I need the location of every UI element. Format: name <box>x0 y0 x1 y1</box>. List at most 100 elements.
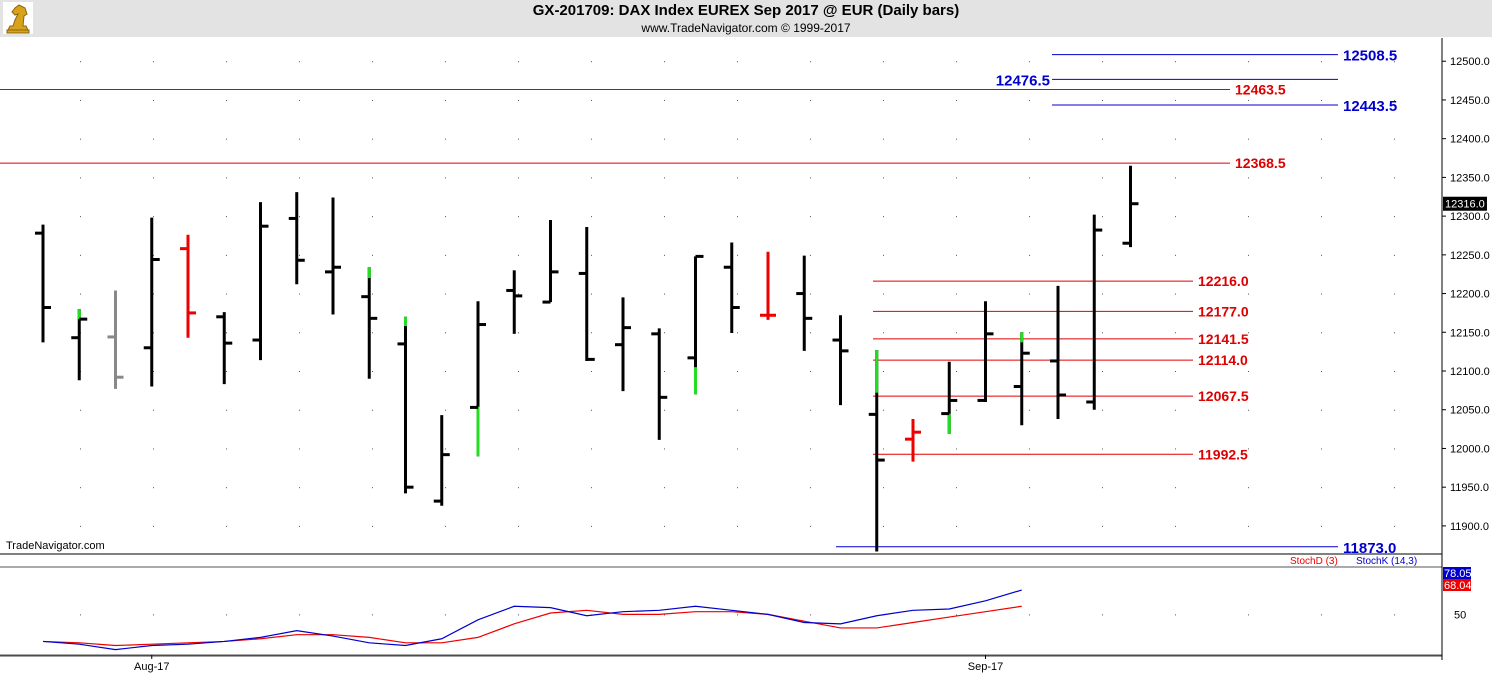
grid-dot <box>1394 371 1395 373</box>
grid-dot <box>591 293 592 295</box>
y-tick-label: 12300.0 <box>1450 211 1490 223</box>
y-tick-label: 12400.0 <box>1450 134 1490 146</box>
grid-dot <box>1102 448 1103 450</box>
grid-dot <box>1102 293 1103 295</box>
grid-dot <box>1248 177 1249 179</box>
grid-dot <box>80 216 81 218</box>
grid-dot <box>1029 371 1030 373</box>
grid-dot <box>1175 614 1176 616</box>
grid-dot <box>80 177 81 179</box>
grid-dot <box>1102 371 1103 373</box>
grid-dot <box>1175 409 1176 411</box>
stoch-series-line <box>42 589 1022 651</box>
grid-dot <box>1394 177 1395 179</box>
grid-dot <box>664 99 665 101</box>
ohlc-bar <box>977 301 994 402</box>
grid-dot <box>1321 216 1322 218</box>
chart-subtitle: www.TradeNavigator.com © 1999-2017 <box>641 21 851 35</box>
grid-dot <box>1248 409 1249 411</box>
x-tick-label: Sep-17 <box>968 661 1003 673</box>
grid-dot <box>372 293 373 295</box>
level-label: 12443.5 <box>1343 98 1397 115</box>
grid-dot <box>445 293 446 295</box>
grid-dot <box>956 487 957 489</box>
grid-dot <box>1248 487 1249 489</box>
grid-dot <box>445 216 446 218</box>
grid-dot <box>1321 448 1322 450</box>
grid-dot <box>664 138 665 140</box>
grid-dot <box>810 216 811 218</box>
grid-dot <box>1102 525 1103 527</box>
grid-dot <box>226 614 227 616</box>
grid-dot <box>299 409 300 411</box>
grid-dot <box>883 409 884 411</box>
ohlc-bar <box>905 419 921 462</box>
grid-dot <box>1102 177 1103 179</box>
grid-dot <box>518 99 519 101</box>
grid-dot <box>737 254 738 256</box>
grid-dot <box>372 525 373 527</box>
grid-dot <box>1394 448 1395 450</box>
grid-dot <box>1248 448 1249 450</box>
grid-dot <box>956 525 957 527</box>
ohlc-bar <box>288 192 305 285</box>
grid-dot <box>445 177 446 179</box>
grid-dot <box>445 487 446 489</box>
grid-dot <box>1248 216 1249 218</box>
y-tick-label: 12150.0 <box>1450 327 1490 339</box>
ohlc-bar <box>578 226 595 361</box>
grid-dot <box>1248 138 1249 140</box>
grid-dot <box>226 177 227 179</box>
ohlc-bar <box>325 197 341 315</box>
grid-dot <box>299 525 300 527</box>
grid-dot <box>1321 254 1322 256</box>
grid-dot <box>1321 332 1322 334</box>
grid-dot <box>518 332 519 334</box>
grid-dot <box>591 177 592 179</box>
grid-dot <box>664 409 665 411</box>
grid-dot <box>226 525 227 527</box>
grid-dot <box>810 448 811 450</box>
grid-dot <box>226 332 227 334</box>
stoch-d-legend: StochD (3) <box>1290 556 1338 567</box>
grid-dot <box>518 614 519 616</box>
grid-dot <box>445 99 446 101</box>
grid-dot <box>518 409 519 411</box>
grid-dot <box>1102 254 1103 256</box>
ohlc-bar <box>216 312 233 385</box>
grid-dot <box>1102 99 1103 101</box>
grid-dot <box>664 487 665 489</box>
grid-dot <box>956 138 957 140</box>
grid-dot <box>737 293 738 295</box>
grid-dot <box>810 61 811 63</box>
grid-dot <box>153 293 154 295</box>
grid-dot <box>664 371 665 373</box>
grid-dot <box>1029 138 1030 140</box>
grid-dot <box>1394 61 1395 63</box>
grid-dot <box>1394 487 1395 489</box>
y-tick-label: 12050.0 <box>1450 405 1490 417</box>
grid-dot <box>1321 61 1322 63</box>
grid-dot <box>591 61 592 63</box>
grid-dot <box>1321 138 1322 140</box>
grid-dot <box>664 216 665 218</box>
panel-separator <box>0 556 1492 566</box>
grid-dot <box>299 99 300 101</box>
grid-dot <box>810 371 811 373</box>
grid-dot <box>737 61 738 63</box>
grid-dot <box>1029 525 1030 527</box>
x-tick-label: Aug-17 <box>134 661 169 673</box>
grid-dot <box>80 99 81 101</box>
grid-dot <box>664 332 665 334</box>
y-tick-label: 12350.0 <box>1450 172 1490 184</box>
grid-dot <box>80 254 81 256</box>
ohlc-bar <box>542 219 559 304</box>
grid-dot <box>372 487 373 489</box>
grid-dot <box>372 99 373 101</box>
ohlc-bar <box>796 255 813 351</box>
grid-dot <box>1029 409 1030 411</box>
grid-dot <box>1175 177 1176 179</box>
grid-dot <box>883 525 884 527</box>
grid-dot <box>226 487 227 489</box>
chart-title: GX-201709: DAX Index EUREX Sep 2017 @ EU… <box>532 2 960 19</box>
